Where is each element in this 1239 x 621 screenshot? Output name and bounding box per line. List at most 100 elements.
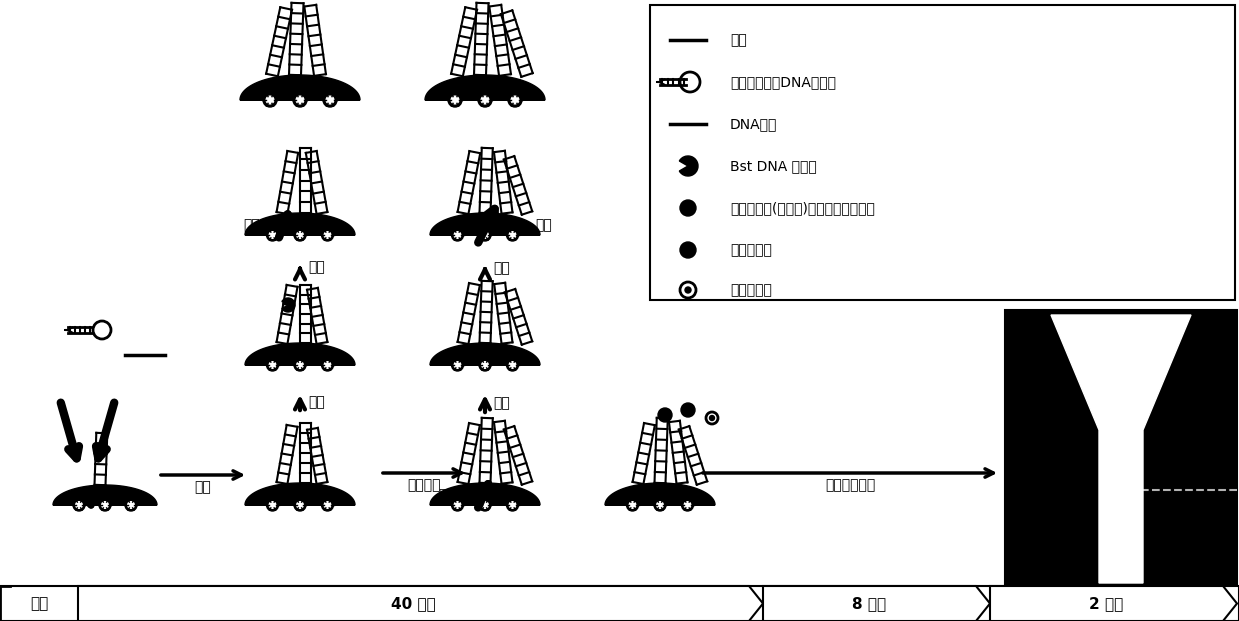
Circle shape (1118, 544, 1124, 550)
Circle shape (296, 361, 304, 368)
Circle shape (269, 361, 276, 368)
Text: 绿色荧光团: 绿色荧光团 (730, 243, 772, 257)
Polygon shape (430, 343, 540, 365)
Circle shape (296, 96, 304, 104)
Circle shape (509, 232, 515, 238)
Circle shape (1113, 424, 1118, 429)
Circle shape (1101, 410, 1141, 450)
Circle shape (479, 229, 491, 241)
Circle shape (325, 361, 331, 368)
Circle shape (266, 96, 274, 104)
Circle shape (323, 93, 337, 107)
Text: 荧光标记: 荧光标记 (408, 478, 441, 492)
Circle shape (1113, 478, 1118, 484)
Circle shape (73, 499, 85, 511)
Bar (1005, 310, 1237, 585)
Circle shape (654, 499, 667, 511)
Circle shape (266, 359, 279, 371)
Text: 时间: 时间 (30, 596, 48, 611)
Text: 8 分钟: 8 分钟 (852, 596, 887, 611)
Wedge shape (679, 156, 698, 176)
Circle shape (128, 502, 134, 509)
Text: 行走: 行走 (493, 396, 509, 410)
Circle shape (321, 359, 333, 371)
Circle shape (1100, 350, 1141, 390)
Circle shape (685, 287, 691, 293)
Circle shape (507, 229, 518, 241)
Circle shape (292, 93, 307, 107)
Circle shape (269, 502, 276, 509)
Circle shape (296, 502, 304, 509)
Text: 结合: 结合 (243, 218, 260, 232)
Circle shape (451, 359, 463, 371)
Circle shape (1124, 424, 1130, 430)
Text: 生物素修饰的DNA步行者: 生物素修饰的DNA步行者 (730, 75, 836, 89)
Text: 延伸: 延伸 (275, 218, 291, 232)
Circle shape (482, 502, 488, 509)
Text: 靶标: 靶标 (730, 33, 747, 47)
Circle shape (1106, 525, 1135, 555)
Circle shape (325, 502, 331, 509)
Circle shape (509, 361, 515, 368)
Circle shape (125, 499, 138, 511)
Bar (0, 586, 1239, 621)
Polygon shape (53, 485, 157, 505)
Text: 红色荧光团: 红色荧光团 (730, 283, 772, 297)
Circle shape (681, 403, 695, 417)
Circle shape (508, 93, 522, 107)
Circle shape (266, 499, 279, 511)
Text: 延伸: 延伸 (195, 480, 212, 494)
Polygon shape (425, 75, 545, 100)
Circle shape (1118, 489, 1124, 495)
Circle shape (629, 502, 636, 509)
Circle shape (294, 499, 306, 511)
Polygon shape (430, 213, 540, 235)
Circle shape (1093, 342, 1149, 398)
Bar (650, 5, 1235, 300)
Text: 链霉亲和素(亲和素)修饰的蓝色荧光团: 链霉亲和素(亲和素)修饰的蓝色荧光团 (730, 201, 875, 215)
Circle shape (76, 502, 82, 509)
Circle shape (326, 96, 333, 104)
Circle shape (1109, 361, 1116, 369)
Text: 呼吸: 呼吸 (535, 218, 551, 232)
Circle shape (321, 499, 333, 511)
Polygon shape (990, 586, 1237, 621)
Wedge shape (94, 443, 107, 457)
Text: 结合: 结合 (439, 488, 455, 502)
Circle shape (1106, 471, 1135, 499)
Circle shape (479, 359, 491, 371)
Circle shape (269, 232, 276, 238)
Text: 流式细胞分析: 流式细胞分析 (825, 478, 875, 492)
Circle shape (455, 502, 461, 509)
Polygon shape (605, 483, 715, 505)
Circle shape (1125, 361, 1134, 369)
Polygon shape (1051, 315, 1191, 583)
Circle shape (1124, 479, 1130, 484)
Circle shape (455, 361, 461, 368)
Text: 延伸: 延伸 (471, 488, 488, 502)
Polygon shape (245, 483, 356, 505)
Polygon shape (78, 586, 763, 621)
Circle shape (263, 93, 278, 107)
Polygon shape (240, 75, 361, 100)
Circle shape (507, 359, 518, 371)
Text: 呼吸: 呼吸 (309, 396, 325, 409)
Circle shape (296, 232, 304, 238)
Circle shape (1124, 533, 1130, 540)
Circle shape (509, 502, 515, 509)
Circle shape (451, 499, 463, 511)
Circle shape (455, 232, 461, 238)
Circle shape (482, 361, 488, 368)
Text: Bst DNA 聚合酶: Bst DNA 聚合酶 (730, 159, 817, 173)
Circle shape (1101, 465, 1141, 505)
Text: 呼吸: 呼吸 (493, 261, 509, 276)
Circle shape (1118, 434, 1124, 440)
Circle shape (680, 200, 696, 216)
Circle shape (449, 93, 462, 107)
Wedge shape (282, 298, 295, 312)
Circle shape (1101, 520, 1141, 560)
Circle shape (710, 415, 715, 420)
Polygon shape (430, 483, 540, 505)
Text: DNA轨道: DNA轨道 (730, 117, 777, 131)
Circle shape (321, 229, 333, 241)
